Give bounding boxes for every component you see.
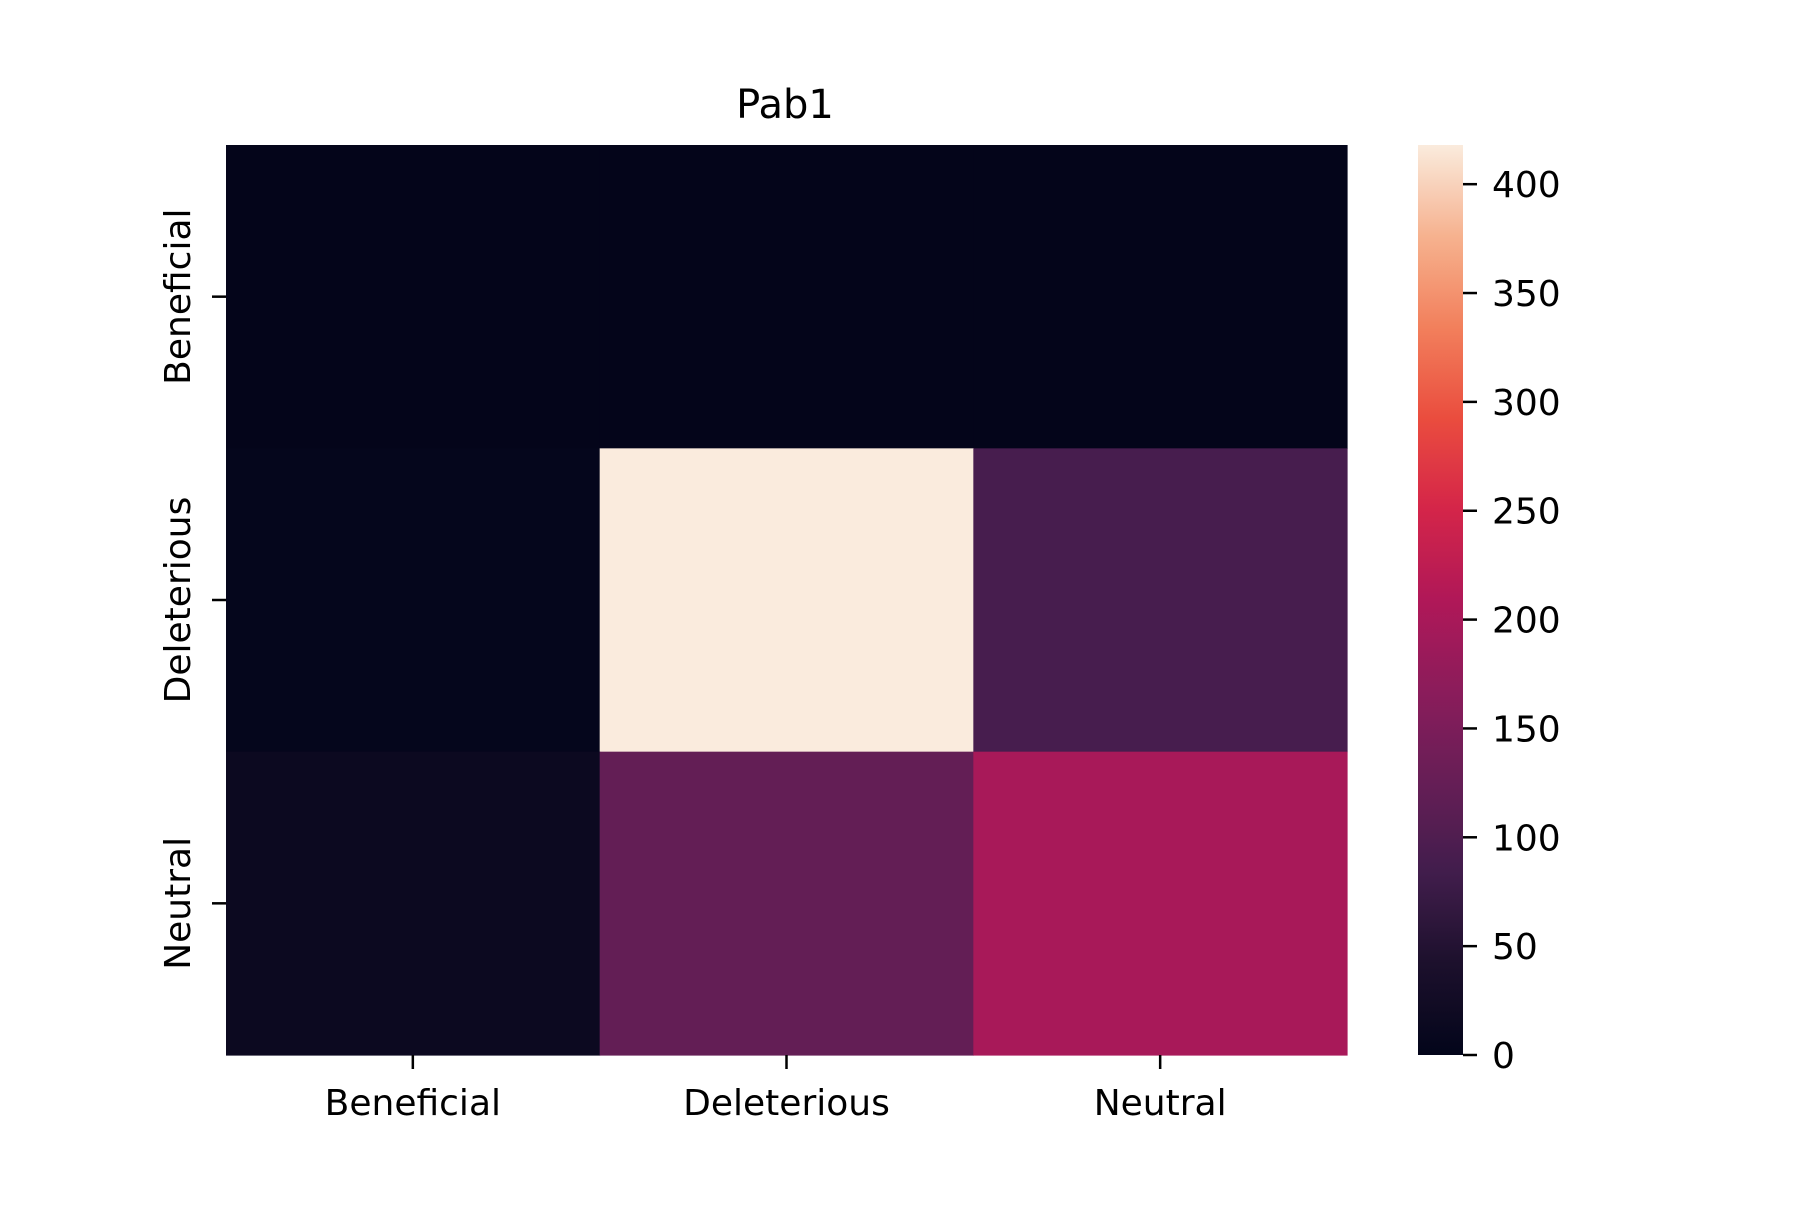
heatmap-cell-1-1 <box>599 448 974 753</box>
x-tick-label-1: Deleterious <box>683 1083 890 1124</box>
x-axis: Beneficial Deleterious Neutral <box>325 1055 1227 1124</box>
colorbar-tick-label-6: 300 <box>1492 383 1561 424</box>
heatmap-cells <box>226 145 1348 1056</box>
colorbar-tick-label-1: 50 <box>1492 927 1538 968</box>
colorbar-tick-label-8: 400 <box>1492 165 1561 206</box>
heatmap-cell-2-2 <box>973 751 1348 1056</box>
y-axis: Beneficial Deleterious Neutral <box>158 208 226 970</box>
colorbar-tick-label-2: 100 <box>1492 818 1561 859</box>
heatmap-cell-0-0 <box>226 145 601 449</box>
x-tick-label-2: Neutral <box>1094 1083 1227 1124</box>
chart-title: Pab1 <box>736 82 834 128</box>
y-tick-label-1: Deleterious <box>158 497 199 704</box>
colorbar-tick-label-0: 0 <box>1492 1036 1515 1077</box>
colorbar-tick-label-7: 350 <box>1492 274 1561 315</box>
heatmap-cell-0-2 <box>973 145 1348 449</box>
heatmap-cell-0-1 <box>599 145 974 449</box>
colorbar: 0 50 100 150 200 250 300 350 400 <box>1418 145 1561 1077</box>
colorbar-tick-label-3: 150 <box>1492 709 1561 750</box>
y-tick-label-0: Beneficial <box>158 208 199 384</box>
colorbar-tick-label-5: 250 <box>1492 492 1561 533</box>
heatmap-cell-1-2 <box>973 448 1348 753</box>
heatmap-cell-2-1 <box>599 751 974 1056</box>
y-tick-label-2: Neutral <box>158 837 199 970</box>
heatmap-cell-2-0 <box>226 751 601 1056</box>
heatmap-cell-1-0 <box>226 448 601 753</box>
colorbar-tick-label-4: 200 <box>1492 601 1561 642</box>
x-tick-label-0: Beneficial <box>325 1083 501 1124</box>
colorbar-gradient <box>1418 145 1463 1055</box>
